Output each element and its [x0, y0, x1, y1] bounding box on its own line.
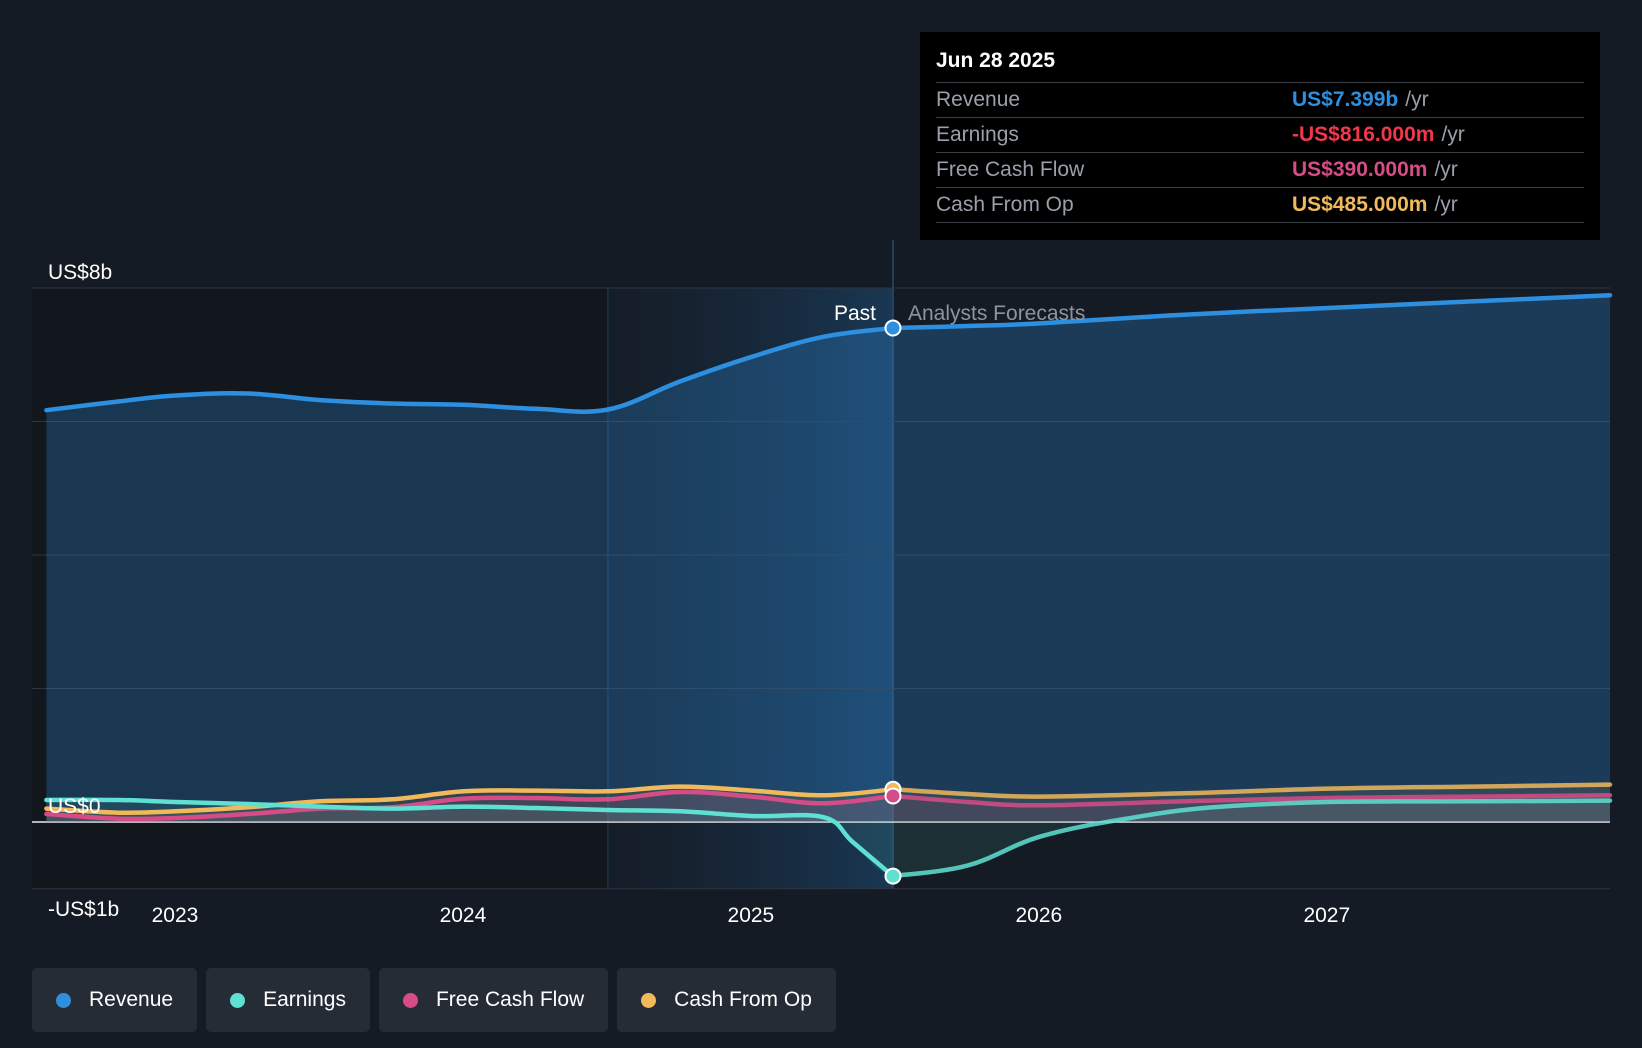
tooltip-label: Cash From Op [936, 193, 1074, 216]
y-tick-label: -US$1b [48, 898, 119, 921]
tooltip-unit: /yr [1441, 123, 1465, 146]
free-cash-flow-marker [884, 787, 902, 805]
revenue-dot-icon [56, 992, 71, 1008]
tooltip-date: Jun 28 2025 [936, 46, 1584, 83]
earnings-dot-icon [230, 992, 246, 1008]
y-tick-label: US$8b [48, 261, 112, 284]
forecast-label: Analysts Forecasts [908, 302, 1085, 325]
earnings-line-past [44, 797, 896, 879]
tooltip-unit: /yr [1434, 193, 1458, 216]
x-tick-label: 2027 [1303, 904, 1350, 927]
revenue-line-forecast [890, 293, 1613, 331]
free-cash-flow-line-forecast [890, 793, 1613, 808]
earnings-marker [884, 867, 902, 885]
tooltip-value: -US$816.000m [1292, 123, 1435, 146]
free-cash-flow-dot-icon [402, 992, 418, 1008]
tooltip-label: Revenue [936, 88, 1021, 111]
legend: Revenue Earnings Free Cash Flow Cash Fro… [32, 968, 836, 1032]
legend-label: Cash From Op [674, 988, 812, 1011]
tooltip-row-free-cash-flow: Free Cash Flow US$390.000m /yr [936, 153, 1584, 188]
tooltip-value: US$390.000m [1292, 158, 1428, 181]
past-label: Past [834, 302, 876, 325]
legend-item-free-cash-flow[interactable]: Free Cash Flow [378, 968, 609, 1032]
tooltip-label: Free Cash Flow [936, 158, 1085, 181]
legend-item-revenue[interactable]: Revenue [32, 968, 198, 1032]
tooltip-row-cash-from-op: Cash From Op US$485.000m /yr [936, 188, 1584, 223]
revenue-marker [884, 319, 902, 337]
legend-label: Revenue [89, 988, 174, 1011]
free-cash-flow-area [46, 791, 1610, 822]
tooltip: Jun 28 2025 Revenue US$7.399b /yr Earnin… [920, 32, 1600, 240]
x-tick-label: 2026 [1015, 904, 1062, 927]
x-tick-label: 2024 [440, 904, 487, 927]
cash-from-op-line-past [44, 784, 896, 816]
tooltip-unit: /yr [1434, 158, 1458, 181]
free-cash-flow-line-past [44, 789, 896, 822]
earnings-line-forecast [890, 798, 1613, 879]
legend-label: Free Cash Flow [435, 988, 585, 1011]
revenue-area [46, 295, 1610, 822]
cash-from-op-line-forecast [890, 782, 1613, 799]
tooltip-value: US$485.000m [1292, 193, 1428, 216]
tooltip-row-earnings: Earnings -US$816.000m /yr [936, 118, 1584, 153]
y-tick-label: US$0 [48, 795, 101, 818]
tooltip-label: Earnings [936, 123, 1019, 146]
legend-item-cash-from-op[interactable]: Cash From Op [617, 968, 836, 1032]
revenue-line-past [44, 325, 896, 414]
legend-item-earnings[interactable]: Earnings [206, 968, 370, 1032]
tooltip-value: US$7.399b [1292, 88, 1399, 111]
x-tick-label: 2023 [152, 904, 199, 927]
legend-label: Earnings [263, 988, 346, 1011]
earnings-area [46, 799, 1610, 878]
x-tick-label: 2025 [728, 904, 775, 927]
tooltip-unit: /yr [1405, 88, 1429, 111]
cash-from-op-dot-icon [641, 992, 657, 1008]
tooltip-row-revenue: Revenue US$7.399b /yr [936, 83, 1584, 118]
